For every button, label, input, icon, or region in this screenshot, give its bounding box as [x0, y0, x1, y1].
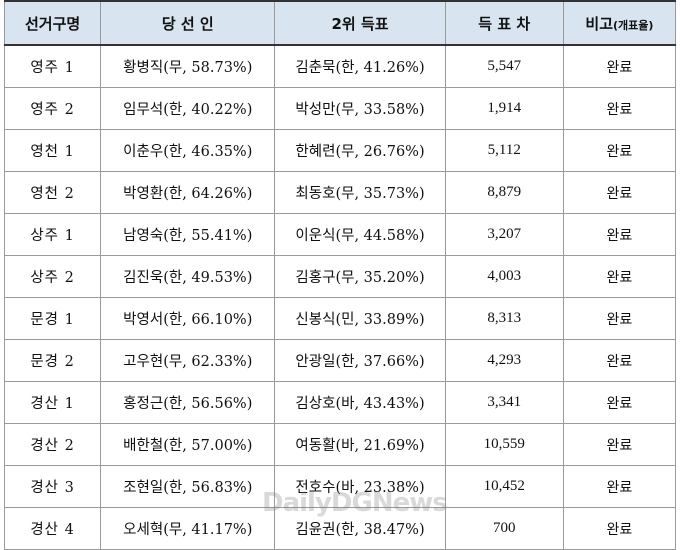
winner-cell: 황병직(무, 58.73%)	[100, 44, 276, 88]
table-row: 경산 1 홍정근(한, 56.56%) 김상호(바, 43.43%) 3,341 완료	[3, 381, 677, 424]
runner-up-cell: 전호수(바, 23.38%)	[274, 465, 446, 508]
runner-up-cell: 김홍구(무, 35.20%)	[274, 255, 446, 298]
margin-cell: 700	[444, 507, 564, 550]
district-cell: 경산 1	[3, 381, 102, 424]
runner-up-cell: 신봉식(민, 33.89%)	[274, 297, 446, 340]
district-cell: 문경 2	[3, 339, 102, 382]
status-cell: 완료	[562, 465, 677, 508]
winner-cell: 배한철(한, 57.00%)	[100, 423, 276, 466]
header-district: 선거구명	[3, 0, 102, 46]
header-note: 비고(개표율)	[562, 0, 677, 46]
status-cell: 완료	[562, 255, 677, 298]
runner-up-cell: 안광일(한, 37.66%)	[274, 339, 446, 382]
runner-up-cell: 김윤권(한, 38.47%)	[274, 507, 446, 550]
district-cell: 경산 4	[3, 507, 102, 550]
table-row: 영천 1 이춘우(한, 46.35%) 한혜련(무, 26.76%) 5,112 완료	[3, 129, 677, 172]
winner-cell: 박영서(한, 66.10%)	[100, 297, 276, 340]
margin-cell: 3,207	[444, 213, 564, 256]
status-cell: 완료	[562, 423, 677, 466]
table-row: 경산 3 조현일(한, 56.83%) 전호수(바, 23.38%) 10,452 완료	[3, 465, 677, 508]
winner-cell: 오세혁(무, 41.17%)	[100, 507, 276, 550]
table-row: 문경 1 박영서(한, 66.10%) 신봉식(민, 33.89%) 8,313 완료	[3, 297, 677, 340]
status-cell: 완료	[562, 44, 677, 88]
runner-up-cell: 여동활(바, 21.69%)	[274, 423, 446, 466]
winner-cell: 임무석(한, 40.22%)	[100, 87, 276, 130]
table-row: 영주 2 임무석(한, 40.22%) 박성만(무, 33.58%) 1,914 완료	[3, 87, 677, 130]
margin-cell: 1,914	[444, 87, 564, 130]
margin-cell: 3,341	[444, 381, 564, 424]
margin-cell: 8,313	[444, 297, 564, 340]
district-cell: 상주 2	[3, 255, 102, 298]
header-margin: 득 표 차	[444, 0, 564, 46]
header-note-sub: (개표율)	[613, 18, 654, 32]
header-row: 선거구명 당 선 인 2위 득표 득 표 차 비고(개표율)	[3, 0, 677, 46]
runner-up-cell: 김춘묵(한, 41.26%)	[274, 44, 446, 88]
status-cell: 완료	[562, 381, 677, 424]
winner-cell: 조현일(한, 56.83%)	[100, 465, 276, 508]
winner-cell: 김진욱(한, 49.53%)	[100, 255, 276, 298]
district-cell: 경산 3	[3, 465, 102, 508]
header-winner: 당 선 인	[100, 0, 276, 46]
runner-up-cell: 한혜련(무, 26.76%)	[274, 129, 446, 172]
table-row: 영천 2 박영환(한, 64.26%) 최동호(무, 35.73%) 8,879 완료	[3, 171, 677, 214]
status-cell: 완료	[562, 129, 677, 172]
runner-up-cell: 김상호(바, 43.43%)	[274, 381, 446, 424]
winner-cell: 박영환(한, 64.26%)	[100, 171, 276, 214]
district-cell: 문경 1	[3, 297, 102, 340]
status-cell: 완료	[562, 507, 677, 550]
status-cell: 완료	[562, 171, 677, 214]
status-cell: 완료	[562, 213, 677, 256]
status-cell: 완료	[562, 87, 677, 130]
district-cell: 경산 2	[3, 423, 102, 466]
table-body: 영주 1 황병직(무, 58.73%) 김춘묵(한, 41.26%) 5,547 완료 영…	[3, 44, 677, 550]
header-note-label: 비고	[585, 14, 613, 33]
district-cell: 영천 1	[3, 129, 102, 172]
margin-cell: 8,879	[444, 171, 564, 214]
table-row: 문경 2 고우현(무, 62.33%) 안광일(한, 37.66%) 4,293 완료	[3, 339, 677, 382]
margin-cell: 4,003	[444, 255, 564, 298]
margin-cell: 5,112	[444, 129, 564, 172]
winner-cell: 이춘우(한, 46.35%)	[100, 129, 276, 172]
winner-cell: 남영숙(한, 55.41%)	[100, 213, 276, 256]
margin-cell: 10,559	[444, 423, 564, 466]
runner-up-cell: 최동호(무, 35.73%)	[274, 171, 446, 214]
winner-cell: 홍정근(한, 56.56%)	[100, 381, 276, 424]
table-row: 상주 1 남영숙(한, 55.41%) 이운식(무, 44.58%) 3,207 완료	[3, 213, 677, 256]
runner-up-cell: 이운식(무, 44.58%)	[274, 213, 446, 256]
table-row: 경산 4 오세혁(무, 41.17%) 김윤권(한, 38.47%) 700 완료	[3, 507, 677, 550]
district-cell: 영주 2	[3, 87, 102, 130]
table-row: 경산 2 배한철(한, 57.00%) 여동활(바, 21.69%) 10,559 완료	[3, 423, 677, 466]
status-cell: 완료	[562, 297, 677, 340]
table-row: 상주 2 김진욱(한, 49.53%) 김홍구(무, 35.20%) 4,003 완료	[3, 255, 677, 298]
election-results-table: 선거구명 당 선 인 2위 득표 득 표 차 비고(개표율) 영주 1 황병직(무…	[3, 0, 677, 550]
margin-cell: 5,547	[444, 44, 564, 88]
district-cell: 영주 1	[3, 44, 102, 88]
district-cell: 상주 1	[3, 213, 102, 256]
margin-cell: 4,293	[444, 339, 564, 382]
table-row: 영주 1 황병직(무, 58.73%) 김춘묵(한, 41.26%) 5,547 완료	[3, 44, 677, 88]
margin-cell: 10,452	[444, 465, 564, 508]
header-runner-up: 2위 득표	[274, 0, 446, 46]
status-cell: 완료	[562, 339, 677, 382]
runner-up-cell: 박성만(무, 33.58%)	[274, 87, 446, 130]
winner-cell: 고우현(무, 62.33%)	[100, 339, 276, 382]
district-cell: 영천 2	[3, 171, 102, 214]
table-header: 선거구명 당 선 인 2위 득표 득 표 차 비고(개표율)	[3, 0, 677, 46]
